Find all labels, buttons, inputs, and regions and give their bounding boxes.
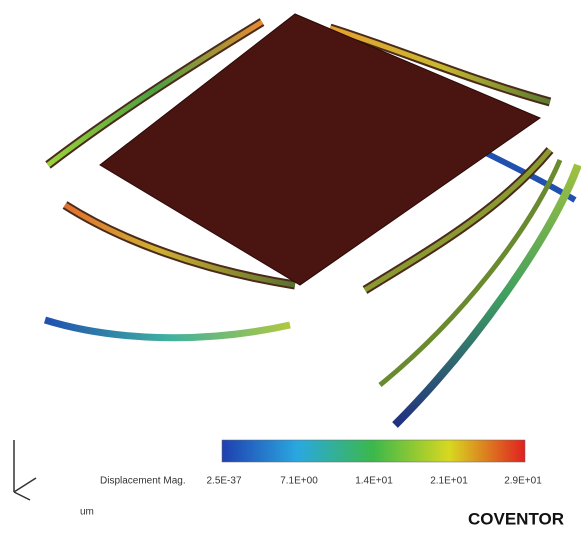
colorbar-label: 7.1E+00 — [280, 476, 318, 487]
colorbar-label: 2.5E-37 — [206, 476, 241, 487]
beam — [45, 320, 290, 338]
plate — [100, 14, 540, 285]
colorbar-label: 2.1E+01 — [430, 476, 468, 487]
unit-label: um — [80, 507, 94, 518]
brand: COVENTOR — [468, 509, 564, 528]
colorbar-label: 2.9E+01 — [504, 476, 542, 487]
simulation-view: Displacement Mag. 2.5E-37 7.1E+00 1.4E+0… — [0, 0, 581, 533]
beam — [395, 165, 578, 425]
page: {"colorbar": {"title": "Displacement Mag… — [0, 0, 581, 533]
colorbar — [222, 440, 525, 462]
colorbar-title: Displacement Mag. — [100, 476, 186, 487]
axis-triad — [14, 440, 36, 500]
colorbar-label: 1.4E+01 — [355, 476, 393, 487]
